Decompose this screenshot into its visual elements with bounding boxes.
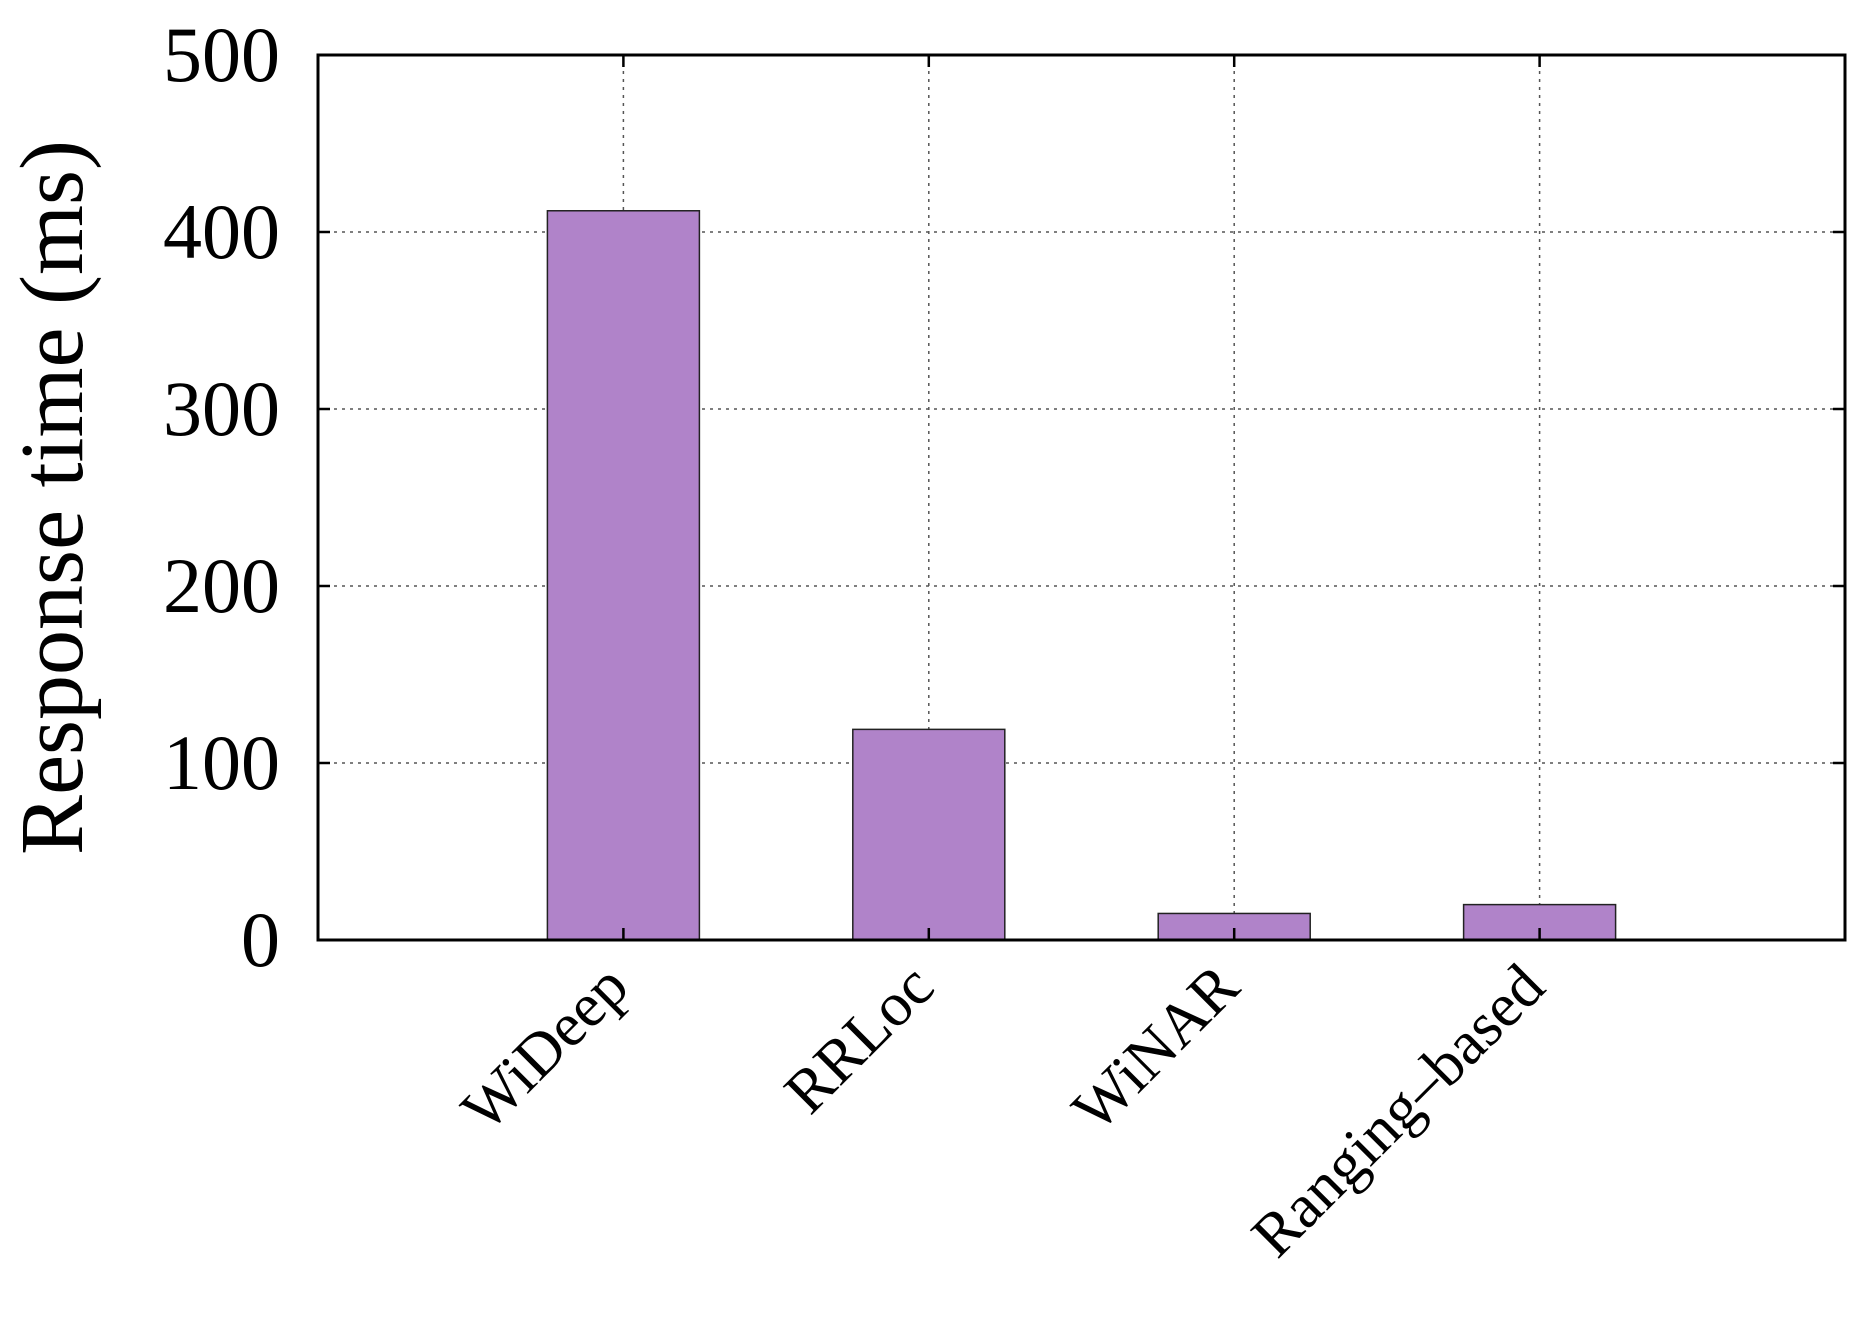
y-axis-ticks: 0 100 200 300 400 500	[163, 11, 1845, 983]
bars	[546, 210, 1617, 941]
x-category-label: RRLoc	[772, 952, 947, 1127]
y-tick-label: 0	[241, 896, 280, 983]
y-tick-label: 200	[163, 542, 280, 629]
bar-rrloc	[852, 728, 1006, 941]
x-category-label: WiDeep	[449, 952, 641, 1144]
plot-frame	[316, 53, 1847, 942]
y-axis-title: Response time (ms)	[3, 140, 102, 855]
x-category-label: WiNAR	[1060, 951, 1253, 1144]
y-tick-label: 500	[163, 11, 280, 98]
x-category-label: Ranging–based	[1239, 952, 1557, 1270]
bar-wideep	[546, 210, 701, 941]
y-tick-label: 100	[163, 719, 280, 806]
y-tick-label: 400	[163, 188, 280, 275]
y-tick-label: 300	[163, 365, 280, 452]
